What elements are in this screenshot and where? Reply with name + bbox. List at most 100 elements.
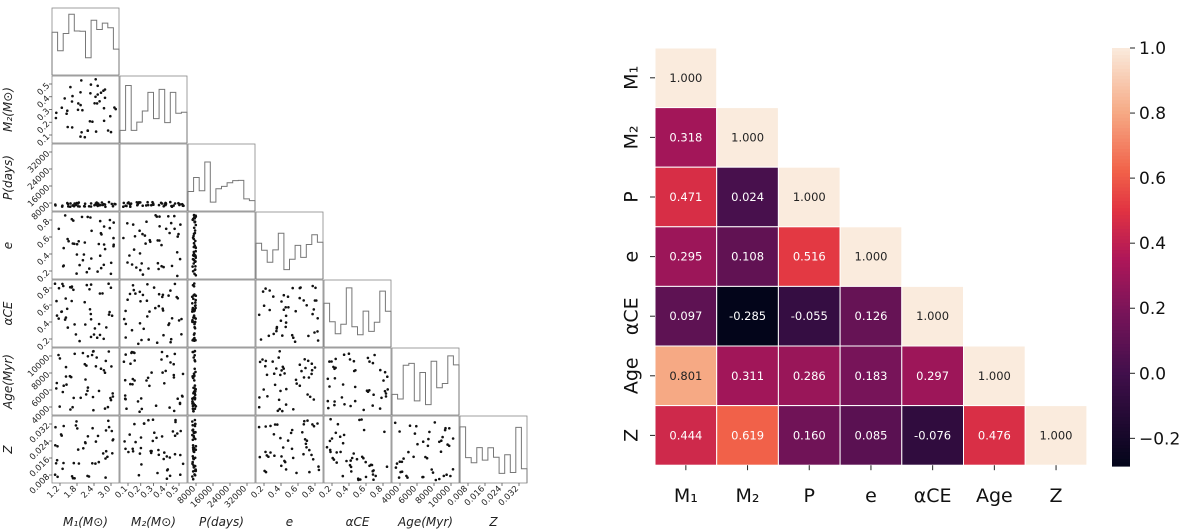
scatter-point — [55, 458, 59, 462]
panel-frame — [187, 143, 256, 212]
scatter-point — [334, 357, 338, 361]
colorbar-segment — [1112, 455, 1130, 460]
scatter-point — [280, 300, 283, 303]
scatter-point — [129, 362, 132, 366]
scatter-point — [291, 456, 295, 460]
colorbar-segment — [1112, 79, 1130, 84]
scatter-point — [298, 363, 302, 367]
scatter-point — [91, 462, 94, 465]
scatter-point — [84, 323, 87, 326]
scatter-point — [194, 448, 198, 452]
scatter-point — [383, 370, 387, 374]
panel-frame — [51, 75, 120, 144]
scatter-point — [63, 318, 67, 321]
scatter-point — [63, 97, 66, 100]
scatter-point — [92, 349, 95, 353]
cell-value: 1.000 — [1040, 428, 1073, 442]
scatter-point — [194, 245, 197, 249]
scatter-point — [60, 106, 64, 109]
scatter-point — [83, 135, 87, 139]
scatter-point — [342, 433, 346, 437]
scatter-point — [106, 405, 110, 409]
scatter-point — [341, 383, 345, 386]
scatter-point — [368, 360, 371, 363]
scatter-point — [89, 205, 93, 208]
heatmap-cell — [901, 285, 964, 347]
scatter-point — [408, 424, 412, 428]
scatter-point — [80, 215, 84, 219]
heatmap-cell — [839, 405, 903, 466]
scatter-point — [156, 471, 159, 475]
scatter-point — [176, 397, 179, 401]
scatter-point — [114, 202, 117, 206]
scatter-point — [104, 449, 108, 453]
y-axis-label-aCE: αCE — [1, 301, 15, 325]
scatter-point — [108, 218, 112, 222]
scatter-point — [193, 379, 196, 382]
row-label: P — [621, 191, 643, 202]
scatter-point — [193, 220, 197, 224]
scatter-point — [157, 203, 161, 207]
scatter-point — [262, 304, 266, 308]
scatter-point — [140, 407, 144, 411]
scatter-point — [139, 436, 143, 439]
scatter-point — [137, 342, 140, 346]
scatter-point — [141, 204, 144, 207]
heatmap-cell — [777, 345, 841, 407]
scatter-point — [62, 424, 65, 428]
scatter-point — [139, 446, 143, 450]
colorbar-segment — [1112, 298, 1130, 303]
scatter-point — [67, 239, 70, 243]
colorbar-segment — [1112, 284, 1130, 289]
scatter-point — [138, 322, 142, 325]
scatter-point — [86, 129, 90, 132]
scatter-point — [438, 440, 441, 444]
heatmap-cell — [839, 345, 903, 407]
scatter-point — [162, 333, 165, 337]
colorbar-segment — [1112, 417, 1130, 422]
scatter-point — [180, 317, 183, 321]
scatter-point — [178, 257, 182, 261]
colorbar-segment — [1112, 117, 1130, 122]
heatmap-cell — [777, 226, 841, 287]
colorbar-segment — [1112, 403, 1130, 408]
scatter-point — [191, 477, 195, 481]
scatter-point — [126, 261, 129, 264]
cell-value: 0.516 — [793, 250, 826, 264]
scatter-point — [258, 360, 262, 364]
scatter-point — [281, 446, 285, 449]
scatter-point — [305, 439, 309, 443]
scatter-point — [192, 216, 196, 219]
scatter-point — [95, 356, 98, 359]
y-axis-label-Z: Z — [1, 445, 15, 455]
scatter-point — [139, 300, 142, 303]
scatter-point — [133, 359, 136, 362]
scatter-point — [298, 296, 302, 300]
scatter-point — [145, 220, 148, 223]
scatter-point — [302, 452, 305, 456]
scatter-point — [83, 202, 87, 205]
heatmap-cell — [654, 166, 718, 228]
scatter-point — [308, 470, 311, 474]
scatter-point — [62, 246, 65, 250]
scatter-point — [83, 441, 87, 444]
scatter-point — [90, 257, 93, 260]
scatter-point — [407, 450, 410, 454]
cell-value: 0.471 — [669, 190, 702, 204]
scatter-point — [123, 440, 126, 443]
scatter-point — [89, 216, 92, 219]
scatter-point — [146, 315, 149, 318]
x-tick-label: 6000 — [397, 484, 419, 506]
colorbar-segment — [1112, 218, 1130, 223]
scatter-point — [139, 397, 143, 400]
colorbar-segment — [1112, 399, 1130, 404]
scatter-point — [53, 473, 57, 477]
scatter-point — [445, 473, 448, 477]
colorbar-segment — [1112, 263, 1130, 269]
scatter-point — [331, 456, 335, 460]
scatter-point — [130, 351, 133, 355]
scatter-point — [333, 377, 337, 380]
scatter-point — [138, 290, 142, 294]
colorbar-segment — [1112, 427, 1130, 432]
scatter-point — [192, 316, 195, 319]
